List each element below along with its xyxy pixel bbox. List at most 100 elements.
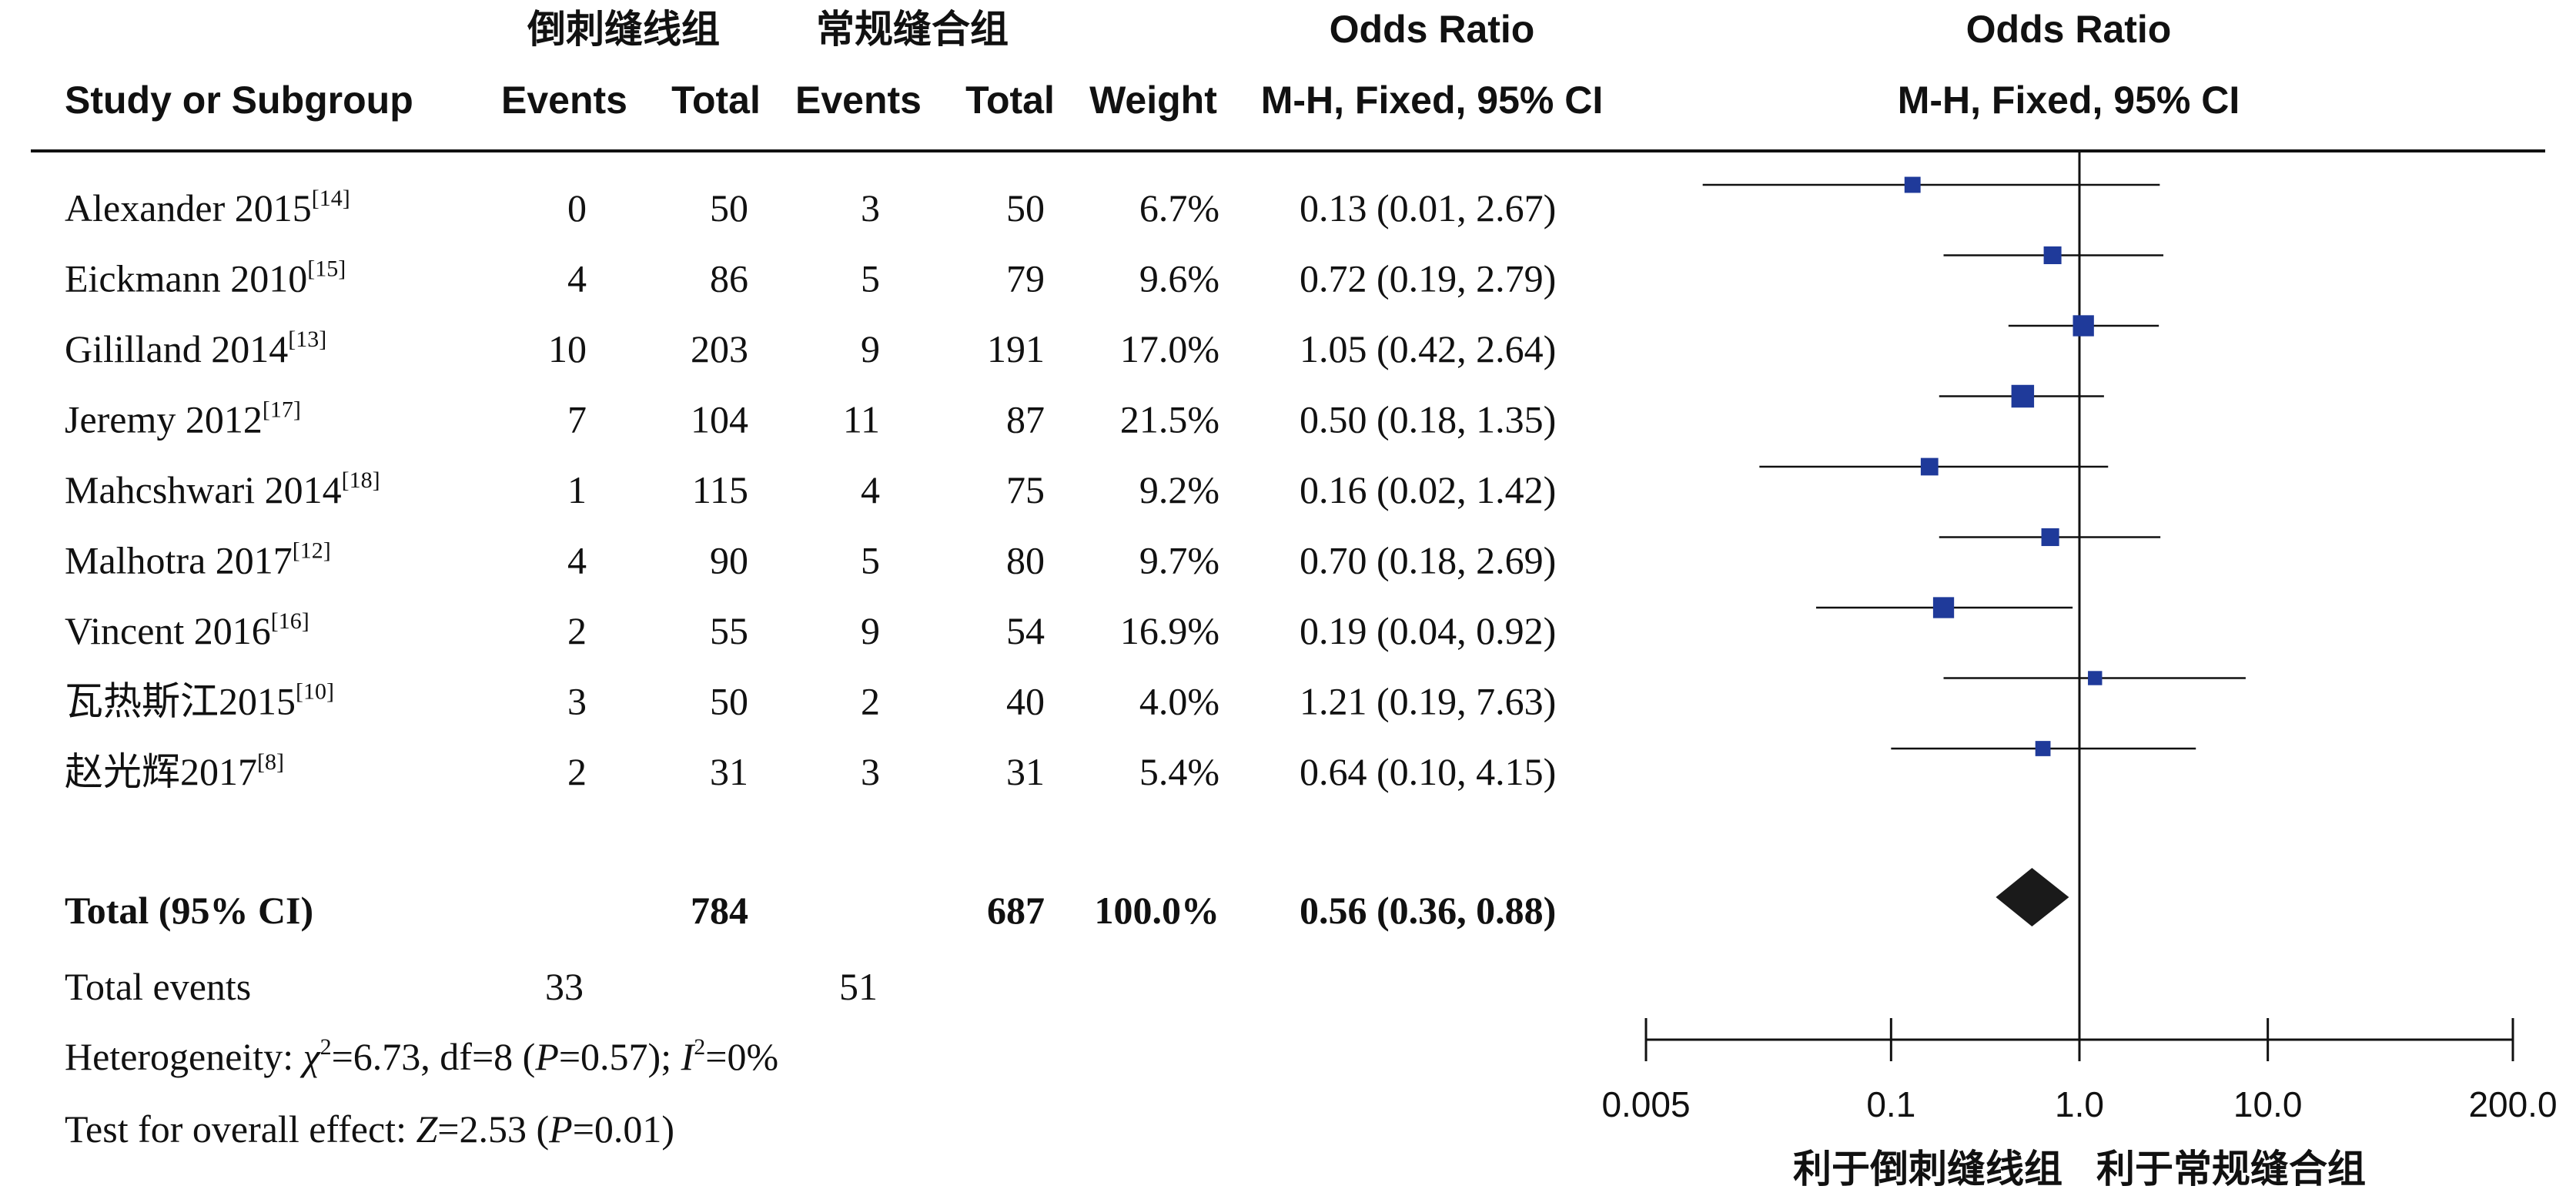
study-total2: 191 xyxy=(987,327,1045,370)
study-events2: 9 xyxy=(861,609,880,652)
x-tick-label: 0.005 xyxy=(1601,1084,1690,1124)
study-weight: 9.2% xyxy=(1139,468,1219,511)
study-name-text: Vincent 2016 xyxy=(65,609,271,652)
study-ref: [15] xyxy=(307,256,346,282)
study-ci-text: 0.19 (0.04, 0.92) xyxy=(1300,609,1556,652)
study-events2: 5 xyxy=(861,539,880,582)
study-events1: 10 xyxy=(548,327,587,370)
study-total2: 87 xyxy=(1006,398,1045,441)
study-total2: 54 xyxy=(1006,609,1045,652)
total-events-e2: 51 xyxy=(839,965,878,1008)
study-total1: 50 xyxy=(710,186,748,229)
study-row: 赵光辉2017[8] 2 31 3 31 5.4% 0.64 (0.10, 4.15) xyxy=(65,749,1556,793)
study-estimate xyxy=(1702,176,2160,193)
study-events1: 0 xyxy=(567,186,587,229)
study-events2: 2 xyxy=(861,680,880,723)
study-total2: 50 xyxy=(1006,186,1045,229)
study-row: Gililland 2014[13] 10 203 9 191 17.0% 1.05 (0.… xyxy=(65,327,1556,370)
overall-effect-line: Test for overall effect: Z=2.53 (P=0.01) xyxy=(65,1107,674,1151)
study-row: Mahcshwari 2014[18] 1 115 4 75 9.2% 0.16 (0.02… xyxy=(65,467,1556,511)
study-events1: 2 xyxy=(567,609,587,652)
study-total1: 50 xyxy=(710,680,748,723)
x-tick-label: 10.0 xyxy=(2233,1084,2303,1124)
total-weight: 100.0% xyxy=(1095,889,1220,932)
i-symbol: I xyxy=(681,1035,696,1078)
study-total1: 90 xyxy=(710,539,748,582)
study-events1: 2 xyxy=(567,750,587,793)
study-events1: 4 xyxy=(567,539,587,582)
study-total2: 40 xyxy=(1006,680,1045,723)
i-value: =0% xyxy=(705,1035,778,1078)
study-row: 瓦热斯江2015[10] 3 50 2 40 4.0% 1.21 (0.19, 7.63) xyxy=(65,679,1556,723)
i-superscript: 2 xyxy=(694,1034,705,1060)
study-events2: 5 xyxy=(861,257,880,300)
z-value: =2.53 ( xyxy=(437,1107,549,1151)
total-ci-text: 0.56 (0.36, 0.88) xyxy=(1300,889,1556,932)
study-name: Jeremy 2012[17] xyxy=(65,397,301,441)
overall-p-value: =0.01) xyxy=(573,1107,674,1151)
pooled-diamond xyxy=(1996,868,2069,926)
study-row: Eickmann 2010[15] 4 86 5 79 9.6% 0.72 (0.19, 2… xyxy=(65,256,1556,300)
study-ref: [16] xyxy=(271,608,309,634)
study-events1: 4 xyxy=(567,257,587,300)
study-column-header: Study or Subgroup xyxy=(65,79,413,122)
study-name: Vincent 2016[16] xyxy=(65,608,309,652)
study-events2: 3 xyxy=(861,750,880,793)
study-total1: 203 xyxy=(691,327,748,370)
study-total1: 55 xyxy=(710,609,748,652)
x-tick-label: 200.0 xyxy=(2468,1084,2557,1124)
study-name-text: Alexander 2015 xyxy=(65,186,312,229)
total-events-e1: 33 xyxy=(545,965,584,1008)
study-weight: 17.0% xyxy=(1120,327,1219,370)
study-marker xyxy=(2073,315,2094,337)
study-estimate xyxy=(1943,246,2164,265)
events1-header: Events xyxy=(501,79,627,122)
total2-header: Total xyxy=(965,79,1055,122)
study-ci-text: 0.72 (0.19, 2.79) xyxy=(1300,257,1556,300)
study-row: Alexander 2015[14] 0 50 3 50 6.7% 0.13 (0.01, … xyxy=(65,186,1556,229)
study-events2: 9 xyxy=(861,327,880,370)
study-name-text: 瓦热斯江2015 xyxy=(65,680,296,723)
study-row: Vincent 2016[16] 2 55 9 54 16.9% 0.19 (0.04, 0… xyxy=(65,608,1556,652)
total-label: Total (95% CI) xyxy=(65,889,313,932)
study-weight: 6.7% xyxy=(1139,186,1219,229)
study-name: Gililland 2014[13] xyxy=(65,327,326,370)
study-name-text: Mahcshwari 2014 xyxy=(65,468,342,511)
study-ref: [14] xyxy=(312,186,350,211)
study-weight: 4.0% xyxy=(1139,680,1219,723)
events2-header: Events xyxy=(795,79,922,122)
group1-header: 倒刺缝线组 xyxy=(527,8,720,51)
study-estimate xyxy=(1939,384,2104,408)
study-weight: 5.4% xyxy=(1139,750,1219,793)
study-name-text: Malhotra 2017 xyxy=(65,539,293,582)
study-estimate xyxy=(1939,528,2161,547)
study-estimate xyxy=(1815,597,2073,618)
study-name: Eickmann 2010[15] xyxy=(65,256,346,300)
study-ref: [12] xyxy=(293,538,331,564)
heterogeneity-prefix: Heterogeneity: xyxy=(65,1035,303,1078)
or-method-header: M-H, Fixed, 95% CI xyxy=(1261,79,1604,122)
total-events-label: Total events xyxy=(65,965,251,1008)
heterogeneity-line: Heterogeneity: χ2=6.73, df=8 (P=0.57); I… xyxy=(65,1034,778,1078)
study-name: Mahcshwari 2014[18] xyxy=(65,467,380,511)
study-name-text: Gililland 2014 xyxy=(65,327,288,370)
study-ci-text: 0.64 (0.10, 4.15) xyxy=(1300,750,1556,793)
study-row: Malhotra 2017[12] 4 90 5 80 9.7% 0.70 (0.18, 2… xyxy=(65,538,1556,582)
heterogeneity-stats: =6.73, df=8 ( xyxy=(332,1035,536,1078)
plot-title: Odds Ratio xyxy=(1966,8,2172,51)
overall-prefix: Test for overall effect: xyxy=(65,1107,416,1151)
study-estimate xyxy=(1759,457,2109,476)
study-ci-text: 0.70 (0.18, 2.69) xyxy=(1300,539,1556,582)
x-tick-label: 0.1 xyxy=(1866,1084,1915,1124)
study-events1: 3 xyxy=(567,680,587,723)
chi-symbol: χ xyxy=(300,1035,322,1078)
study-marker xyxy=(2041,528,2059,547)
total1-header: Total xyxy=(671,79,761,122)
study-marker xyxy=(1920,457,1939,476)
study-total1: 115 xyxy=(692,468,748,511)
heterogeneity-p-value: =0.57); xyxy=(559,1035,681,1078)
x-tick-label: 1.0 xyxy=(2055,1084,2104,1124)
study-name: 瓦热斯江2015[10] xyxy=(65,679,334,723)
study-estimate xyxy=(1943,671,2246,685)
